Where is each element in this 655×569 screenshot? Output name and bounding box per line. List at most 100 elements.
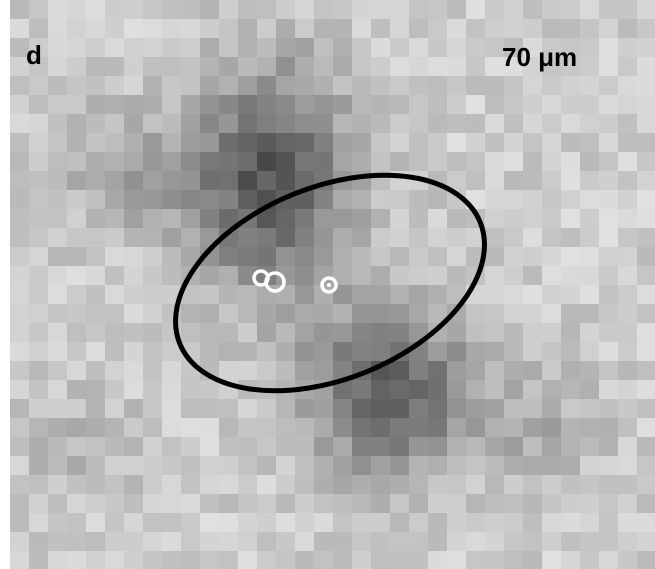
pixel: [371, 456, 390, 475]
pixel: [618, 19, 637, 38]
pixel: [181, 133, 200, 152]
pixel: [333, 342, 352, 361]
pixel: [295, 285, 314, 304]
pixel: [542, 399, 561, 418]
pixel: [390, 437, 409, 456]
pixel: [105, 551, 124, 569]
pixel: [618, 494, 637, 513]
pixel: [580, 513, 599, 532]
pixel: [409, 95, 428, 114]
pixel: [504, 266, 523, 285]
pixel: [257, 361, 276, 380]
pixel: [542, 0, 561, 19]
pixel: [48, 456, 67, 475]
pixel: [542, 418, 561, 437]
pixel: [466, 57, 485, 76]
pixel: [181, 228, 200, 247]
pixel: [257, 209, 276, 228]
pixel: [238, 323, 257, 342]
pixel: [466, 437, 485, 456]
pixel: [504, 171, 523, 190]
pixel: [257, 532, 276, 551]
pixel: [276, 209, 295, 228]
pixel: [67, 190, 86, 209]
pixel: [238, 285, 257, 304]
pixel: [504, 152, 523, 171]
pixel: [618, 456, 637, 475]
pixel: [219, 152, 238, 171]
pixel: [10, 0, 29, 19]
pixel: [542, 152, 561, 171]
pixel: [257, 551, 276, 569]
pixel: [352, 19, 371, 38]
pixel: [409, 399, 428, 418]
pixel: [181, 437, 200, 456]
pixel: [314, 209, 333, 228]
pixel: [580, 380, 599, 399]
pixel: [447, 0, 466, 19]
pixel: [580, 456, 599, 475]
pixel: [162, 266, 181, 285]
pixel: [599, 418, 618, 437]
pixel: [295, 475, 314, 494]
pixel: [10, 342, 29, 361]
pixel: [181, 418, 200, 437]
pixel: [162, 532, 181, 551]
pixel: [371, 228, 390, 247]
pixel: [561, 247, 580, 266]
pixel: [238, 361, 257, 380]
pixel: [219, 418, 238, 437]
pixel: [447, 171, 466, 190]
pixel: [10, 19, 29, 38]
pixel: [428, 437, 447, 456]
pixel: [542, 551, 561, 569]
pixel: [504, 494, 523, 513]
pixel: [485, 551, 504, 569]
pixel: [561, 418, 580, 437]
pixel: [390, 114, 409, 133]
pixel: [333, 0, 352, 19]
pixel: [618, 0, 637, 19]
pixel: [485, 76, 504, 95]
pixel: [162, 133, 181, 152]
pixel: [390, 95, 409, 114]
pixel: [314, 361, 333, 380]
pixel: [67, 342, 86, 361]
pixel: [428, 399, 447, 418]
pixel: [48, 380, 67, 399]
pixel: [561, 19, 580, 38]
pixel: [371, 76, 390, 95]
pixel: [86, 494, 105, 513]
pixel: [599, 190, 618, 209]
source-marker: [264, 271, 286, 293]
pixel: [10, 266, 29, 285]
pixel: [599, 551, 618, 569]
pixel: [352, 399, 371, 418]
pixel: [257, 76, 276, 95]
pixel: [219, 171, 238, 190]
pixel: [314, 399, 333, 418]
pixel: [276, 437, 295, 456]
pixel: [143, 437, 162, 456]
pixel: [67, 171, 86, 190]
pixel: [561, 209, 580, 228]
pixel: [447, 437, 466, 456]
pixel: [257, 475, 276, 494]
pixel: [48, 190, 67, 209]
pixel: [257, 171, 276, 190]
pixel: [67, 114, 86, 133]
pixel: [219, 247, 238, 266]
pixel: [637, 266, 655, 285]
pixel: [447, 418, 466, 437]
pixel: [295, 209, 314, 228]
pixel: [105, 114, 124, 133]
pixel: [105, 399, 124, 418]
pixel: [637, 399, 655, 418]
pixel: [428, 38, 447, 57]
pixel: [409, 456, 428, 475]
pixel: [257, 38, 276, 57]
pixel: [200, 152, 219, 171]
pixel: [276, 494, 295, 513]
pixel: [162, 361, 181, 380]
pixel: [637, 304, 655, 323]
